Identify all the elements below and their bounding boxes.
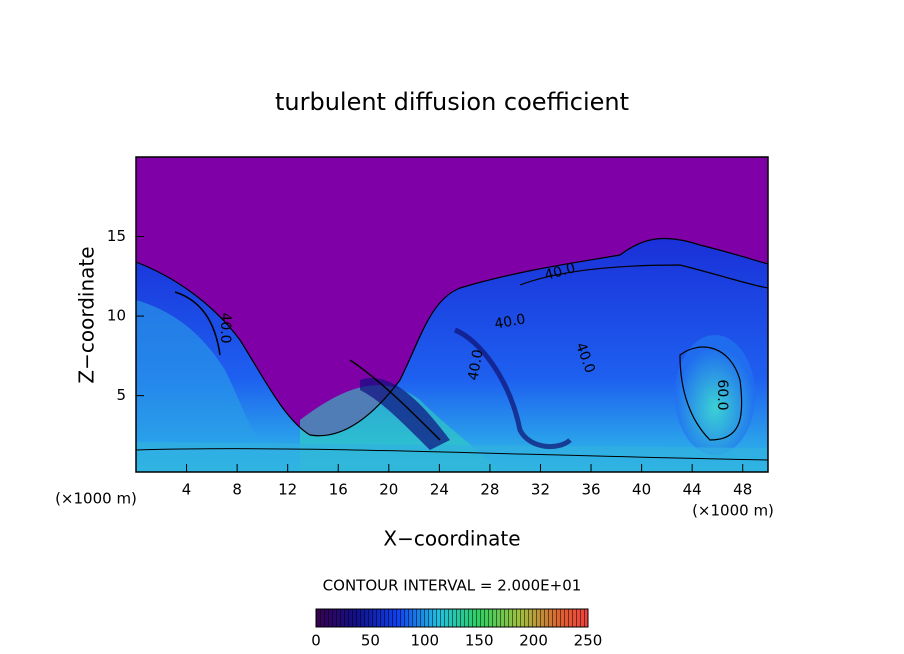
contour-label: 40.0 bbox=[465, 348, 486, 381]
contour-label: 40.0 bbox=[543, 260, 577, 284]
x-tick-label: 8 bbox=[232, 481, 242, 499]
chart-title: turbulent diffusion coefficient bbox=[275, 88, 629, 116]
plot-frame bbox=[135, 156, 769, 473]
x-tick-label: 32 bbox=[531, 481, 550, 499]
x-tick-label: 44 bbox=[683, 481, 702, 499]
colorbar-tick-label: 150 bbox=[465, 632, 494, 650]
colorbar-tick-label: 50 bbox=[361, 632, 380, 650]
y-axis-label: Z−coordinate bbox=[75, 246, 99, 383]
y-tick-label: 15 bbox=[107, 227, 126, 245]
contour-label: 40.0 bbox=[217, 312, 233, 343]
x-tick-label: 48 bbox=[733, 481, 752, 499]
x-axis-label: X−coordinate bbox=[383, 527, 520, 551]
contour-label: 60.0 bbox=[714, 379, 730, 410]
x-tick-label: 28 bbox=[480, 481, 499, 499]
field bbox=[136, 157, 768, 472]
y-tick-label: 5 bbox=[116, 386, 126, 404]
contour-interval: CONTOUR INTERVAL = 2.000E+01 bbox=[323, 577, 582, 595]
colorbar-tick-label: 100 bbox=[410, 632, 439, 650]
y-tick-label: 10 bbox=[107, 307, 126, 325]
x-tick-label: 16 bbox=[329, 481, 348, 499]
x-tick-label: 40 bbox=[632, 481, 651, 499]
x-tick-label: 36 bbox=[581, 481, 600, 499]
x-tick-label: 24 bbox=[430, 481, 449, 499]
colorbar-tick-label: 250 bbox=[574, 632, 603, 650]
colorbar-tick-label: 200 bbox=[519, 632, 548, 650]
contour-label: 40.0 bbox=[493, 311, 526, 332]
colorbar-frame bbox=[315, 608, 589, 628]
x-tick-label: 20 bbox=[379, 481, 398, 499]
colorbar-tick-label: 0 bbox=[311, 632, 321, 650]
x-unit-left: (×1000 m) bbox=[55, 490, 137, 508]
x-tick-label: 4 bbox=[182, 481, 192, 499]
x-unit-right: (×1000 m) bbox=[692, 502, 774, 520]
x-tick-label: 12 bbox=[278, 481, 297, 499]
